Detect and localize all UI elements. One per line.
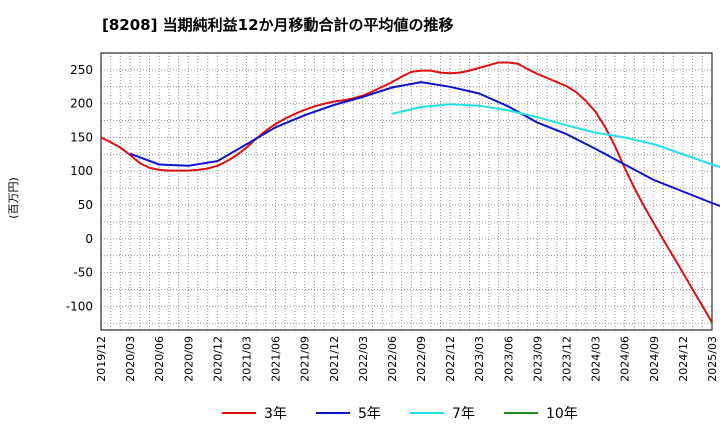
x-tick-label: 2020/06 [153,336,166,382]
x-tick-label: 2022/03 [357,336,370,382]
x-tick-label: 2022/12 [444,336,457,382]
legend: 3年 5年 7年 10年 [222,406,578,422]
x-tick-label: 2023/06 [502,336,515,382]
x-tick-label: 2023/03 [473,336,486,382]
series-line [100,61,713,324]
grid [100,52,713,330]
legend-label: 10年 [546,406,578,422]
x-tick-label: 2019/12 [95,336,108,382]
x-tick-label: 2021/03 [240,336,253,382]
y-tick-label: 50 [78,198,93,212]
y-tick-label: 200 [70,97,93,111]
y-tick-label: -50 [73,266,93,280]
x-tick-label: 2021/12 [328,336,341,382]
y-tick-label: -100 [66,299,93,313]
x-tick-label: 2024/12 [677,336,690,382]
x-tick-label: 2020/09 [182,336,195,382]
y-tick-label: 150 [70,130,93,144]
y-axis-label: (百万円) [7,177,20,219]
x-tick-label: 2020/03 [124,336,137,382]
x-tick-label: 2021/09 [299,336,312,382]
y-axis-ticks: 250 200 150 100 50 0 -50 -100 [66,63,93,313]
series-line [391,103,720,169]
x-tick-label: 2023/09 [531,336,544,382]
x-tick-label: 2025/03 [706,336,719,382]
x-tick-label: 2020/12 [211,336,224,382]
x-tick-label: 2022/09 [415,336,428,382]
x-tick-label: 2024/03 [590,336,603,382]
x-tick-label: 2024/06 [619,336,632,382]
series-line [129,81,720,208]
y-tick-label: 250 [70,63,93,77]
x-tick-label: 2023/12 [561,336,574,382]
plot-area [100,52,713,331]
series-lines [100,61,720,324]
x-tick-label: 2024/09 [648,336,661,382]
legend-label: 3年 [264,406,287,422]
x-tick-label: 2022/06 [386,336,399,382]
legend-label: 5年 [358,406,381,422]
legend-label: 7年 [452,406,475,422]
y-tick-label: 0 [85,232,93,246]
x-axis-ticks: 2019/12 2020/03 2020/06 2020/09 2020/12 2021/… [95,336,719,382]
x-tick-label: 2021/06 [270,336,283,382]
chart-title: [8208] 当期純利益12か月移動合計の平均値の推移 [102,16,454,34]
y-tick-label: 100 [70,164,93,178]
